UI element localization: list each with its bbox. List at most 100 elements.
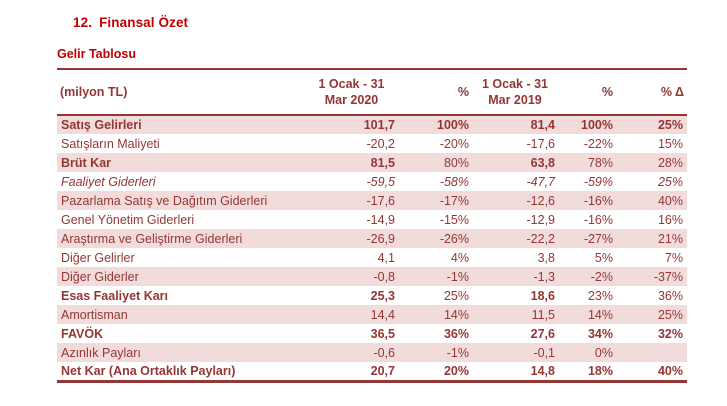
row-value: 4% bbox=[450, 250, 469, 265]
row-value: -17% bbox=[439, 193, 469, 208]
row-value: -17,6 bbox=[366, 193, 396, 208]
row-label: Araştırma ve Geliştirme Giderleri bbox=[61, 231, 243, 246]
row-value: 25,3 bbox=[370, 288, 395, 303]
row-value: -17,6 bbox=[526, 136, 556, 151]
table-row: Net Kar (Ana Ortaklık Payları) 20,7 20% 14,… bbox=[57, 362, 687, 381]
row-value: 81,4 bbox=[530, 118, 555, 132]
row-value: 80% bbox=[443, 155, 469, 170]
row-value: -15% bbox=[439, 212, 469, 227]
table-row: Brüt Kar 81,5 80% 63,8 78% 28% bbox=[57, 153, 687, 172]
row-value: 16% bbox=[657, 212, 683, 227]
row-value: 32% bbox=[657, 326, 683, 341]
row-value: 63,8 bbox=[530, 155, 555, 170]
row-value: 27,6 bbox=[530, 326, 555, 341]
row-value: 25% bbox=[657, 118, 683, 132]
row-value: -12,9 bbox=[526, 212, 556, 227]
row-value: 14,4 bbox=[370, 307, 395, 322]
row-value: 23% bbox=[587, 288, 613, 303]
column-header-pct-2020: % bbox=[398, 69, 472, 116]
table-row: Diğer Giderler -0,8 -1% -1,3 -2% -37% bbox=[57, 267, 687, 286]
row-value: 15% bbox=[657, 136, 683, 151]
row-label: Net Kar (Ana Ortaklık Payları) bbox=[61, 363, 236, 378]
row-value: 7% bbox=[664, 250, 683, 265]
row-value: 20% bbox=[443, 363, 469, 378]
row-value: 36% bbox=[657, 288, 683, 303]
row-value: 0% bbox=[594, 345, 613, 360]
row-value: 25% bbox=[443, 288, 469, 303]
column-header-pct-2019: % bbox=[558, 69, 616, 116]
row-value: 36,5 bbox=[370, 326, 395, 341]
table-row: Araştırma ve Geliştirme Giderleri -26,9 -2… bbox=[57, 229, 687, 248]
row-value: -59,5 bbox=[366, 174, 396, 189]
table-row: Diğer Gelirler 4,1 4% 3,8 5% 7% bbox=[57, 248, 687, 267]
row-label: Diğer Giderler bbox=[61, 269, 139, 284]
page-title: 12. Finansal Özet bbox=[73, 15, 188, 30]
row-label: Azınlık Payları bbox=[61, 345, 141, 360]
row-label: Diğer Gelirler bbox=[61, 250, 135, 265]
row-value: -0,8 bbox=[373, 269, 395, 284]
table-row: Amortisman 14,4 14% 11,5 14% 25% bbox=[57, 305, 687, 324]
table-row: Genel Yönetim Giderleri -14,9 -15% -12,9 -16… bbox=[57, 210, 687, 229]
row-label: Satışların Maliyeti bbox=[61, 136, 160, 151]
row-label: Pazarlama Satış ve Dağıtım Giderleri bbox=[61, 193, 268, 208]
row-value: -22,2 bbox=[526, 231, 556, 246]
row-value: 14% bbox=[587, 307, 613, 322]
table-row: Satışların Maliyeti -20,2 -20% -17,6 -22% 15% bbox=[57, 134, 687, 153]
row-value: 40% bbox=[657, 193, 683, 208]
row-value: -59% bbox=[583, 174, 613, 189]
section-number: 12. bbox=[73, 15, 93, 30]
row-value: 11,5 bbox=[531, 307, 555, 322]
row-value: 21% bbox=[657, 231, 683, 246]
row-label: Amortisman bbox=[61, 307, 128, 322]
row-value: 100% bbox=[437, 118, 469, 132]
row-value: -26,9 bbox=[366, 231, 396, 246]
row-value: -47,7 bbox=[526, 174, 556, 189]
row-value: -1% bbox=[446, 269, 469, 284]
section-title-text: Finansal Özet bbox=[99, 15, 189, 30]
table-title: Gelir Tablosu bbox=[57, 47, 136, 61]
row-value: -2% bbox=[590, 269, 613, 284]
row-value: -27% bbox=[583, 231, 613, 246]
row-value: 34% bbox=[587, 326, 613, 341]
column-header-period-2019: 1 Ocak - 31 Mar 2019 bbox=[472, 69, 558, 116]
column-header-pct-delta: % Δ bbox=[616, 69, 687, 116]
row-value: 3,8 bbox=[537, 250, 555, 265]
row-value: -22% bbox=[583, 136, 613, 151]
income-statement-table: (milyon TL) 1 Ocak - 31 Mar 2020 % 1 Oca… bbox=[57, 68, 687, 383]
row-value: -0,6 bbox=[373, 345, 395, 360]
column-header-unit: (milyon TL) bbox=[57, 69, 305, 116]
row-value: 25% bbox=[657, 307, 683, 322]
column-header-period-2020: 1 Ocak - 31 Mar 2020 bbox=[305, 69, 398, 116]
row-label: Satış Gelirleri bbox=[61, 118, 142, 132]
row-value: 5% bbox=[594, 250, 613, 265]
row-label: FAVÖK bbox=[61, 326, 104, 341]
row-label: Brüt Kar bbox=[61, 155, 112, 170]
income-statement: (milyon TL) 1 Ocak - 31 Mar 2020 % 1 Oca… bbox=[57, 68, 687, 383]
row-value: 40% bbox=[657, 363, 683, 378]
row-value: 28% bbox=[657, 155, 683, 170]
row-value: 4,1 bbox=[377, 250, 395, 265]
row-value: -20,2 bbox=[366, 136, 396, 151]
table-row: Satış Gelirleri 101,7 100% 81,4 100% 25% bbox=[57, 115, 687, 134]
row-label: Esas Faaliyet Karı bbox=[61, 288, 169, 303]
row-value: 18,6 bbox=[530, 288, 555, 303]
row-value: 78% bbox=[587, 155, 613, 170]
table-row: Faaliyet Giderleri -59,5 -58% -47,7 -59% 25% bbox=[57, 172, 687, 191]
row-value: 18% bbox=[587, 363, 613, 378]
row-value: 20,7 bbox=[370, 363, 395, 378]
row-value: 14% bbox=[443, 307, 469, 322]
row-value: -37% bbox=[653, 269, 683, 284]
row-value: 101,7 bbox=[363, 118, 395, 132]
row-value: 81,5 bbox=[370, 155, 395, 170]
row-value: 36% bbox=[443, 326, 469, 341]
row-value: -20% bbox=[439, 136, 469, 151]
row-value: 25% bbox=[657, 174, 683, 189]
row-value: -1% bbox=[446, 345, 469, 360]
row-value: -16% bbox=[583, 212, 613, 227]
row-label: Faaliyet Giderleri bbox=[61, 174, 156, 189]
row-value: 14,8 bbox=[530, 363, 555, 378]
row-label: Genel Yönetim Giderleri bbox=[61, 212, 195, 227]
row-value: -26% bbox=[439, 231, 469, 246]
row-value: -16% bbox=[583, 193, 613, 208]
